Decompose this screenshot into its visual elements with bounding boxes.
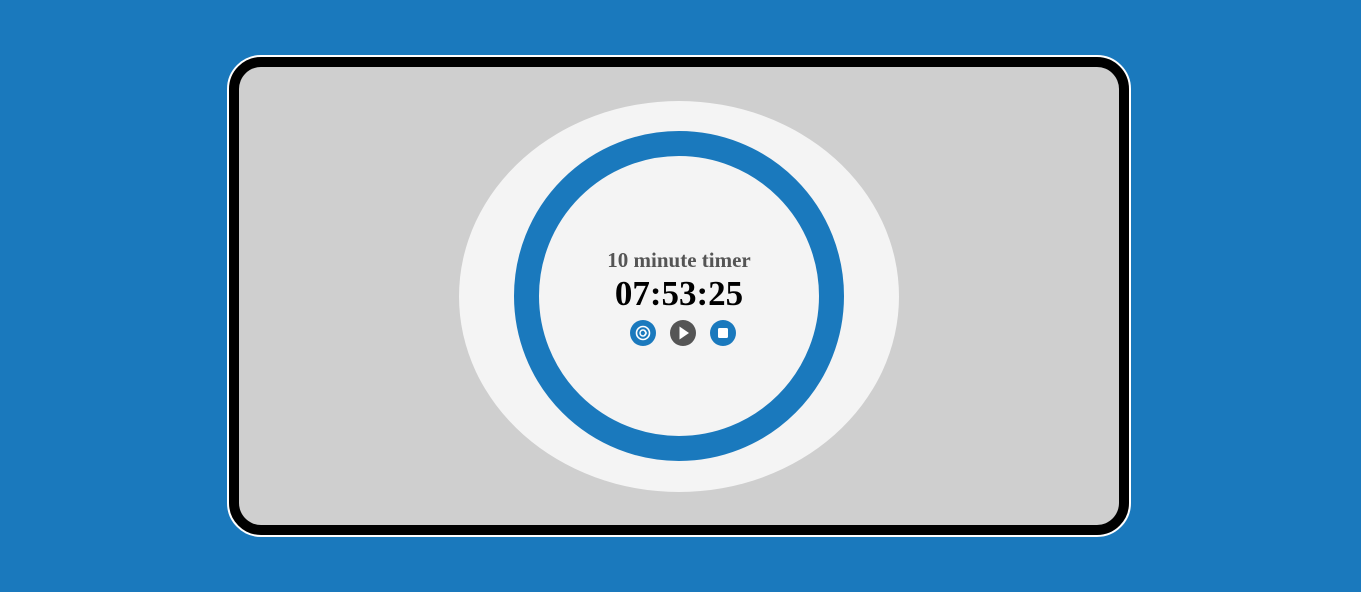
timer-title: 10 minute timer xyxy=(607,248,751,272)
timer-backdrop: 10 minute timer 07:53:25 xyxy=(459,101,899,492)
reset-icon xyxy=(635,325,651,341)
stop-button[interactable] xyxy=(710,320,736,346)
play-button[interactable] xyxy=(670,320,696,346)
timer-face: 10 minute timer 07:53:25 xyxy=(539,156,819,436)
device-frame: 10 minute timer 07:53:25 xyxy=(227,55,1131,537)
timer-countdown: 07:53:25 xyxy=(614,274,744,313)
play-icon xyxy=(679,326,689,340)
stop-icon xyxy=(718,328,728,338)
progress-ring: 10 minute timer 07:53:25 xyxy=(514,131,844,461)
reset-button[interactable] xyxy=(630,320,656,346)
device-screen: 10 minute timer 07:53:25 xyxy=(239,67,1119,525)
timer-controls xyxy=(630,320,738,348)
